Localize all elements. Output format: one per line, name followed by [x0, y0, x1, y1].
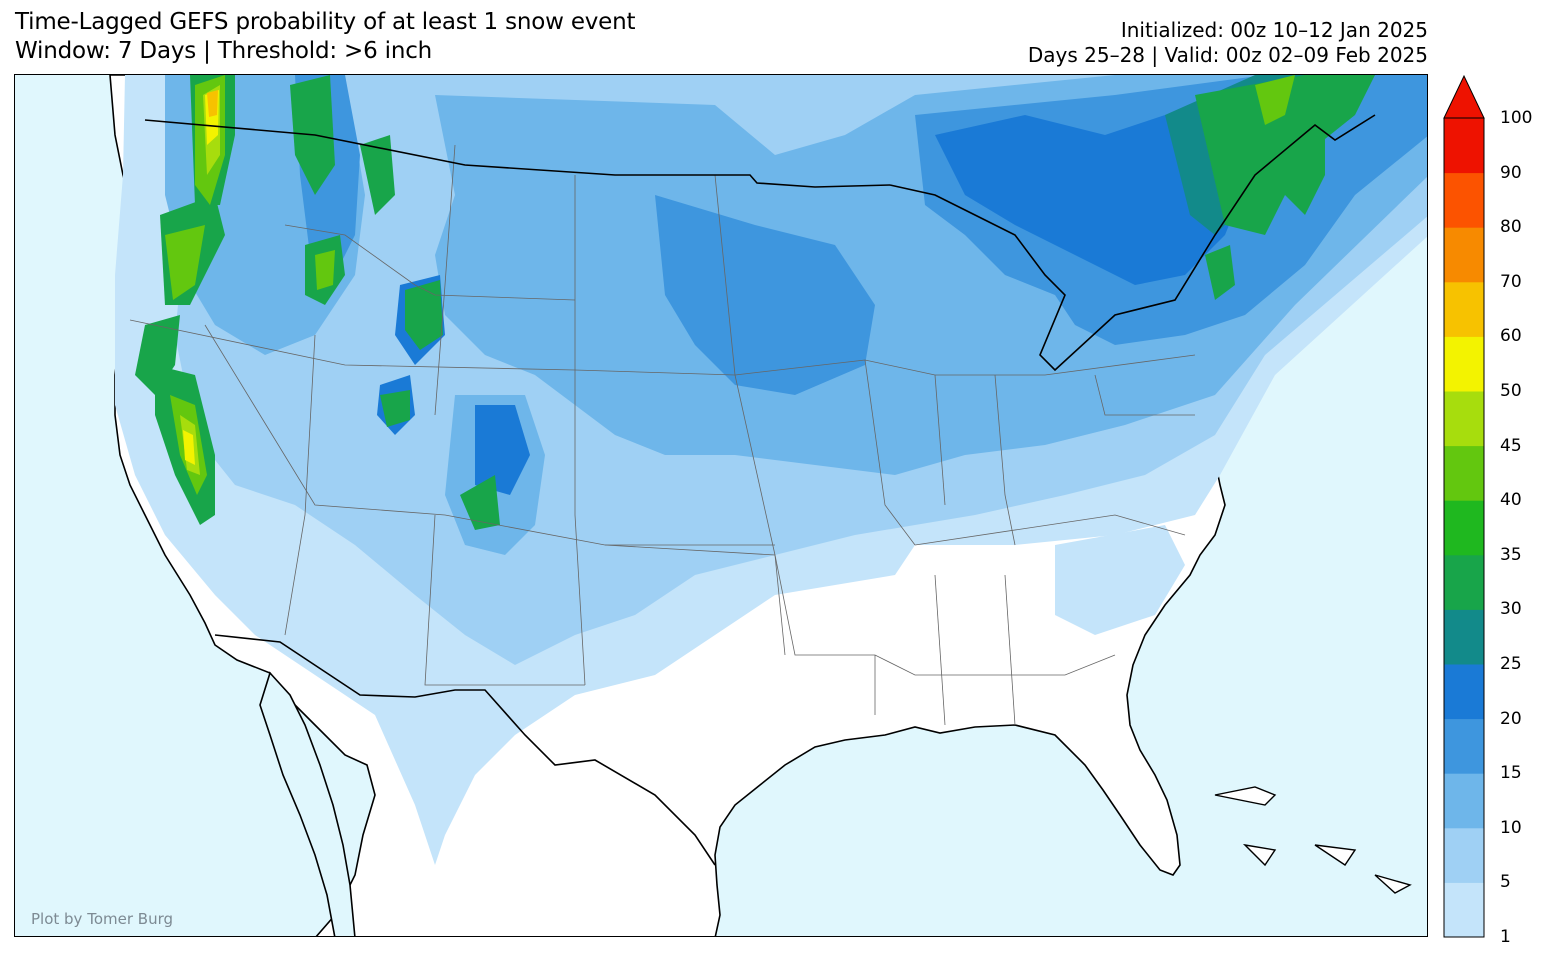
colorbar-label-30: 30 — [1500, 599, 1522, 620]
colorbar-label-90: 90 — [1500, 162, 1522, 183]
colorbar-label-15: 15 — [1500, 763, 1522, 784]
colorbar-segment — [1444, 718, 1484, 774]
colorbar-label-45: 45 — [1500, 435, 1522, 456]
colorbar-segment — [1444, 664, 1484, 720]
colorbar-segment — [1444, 336, 1484, 392]
state-boundaries — [129, 144, 1196, 726]
colorbar-segment — [1444, 445, 1484, 501]
colorbar-label-60: 60 — [1500, 326, 1522, 347]
colorbar-segment — [1444, 882, 1484, 938]
colorbar-segment — [1444, 172, 1484, 228]
islands — [1214, 786, 1412, 894]
map-subtitle: Window: 7 Days | Threshold: >6 inch — [15, 38, 433, 64]
colorbar-segment — [1444, 227, 1484, 283]
map-panel[interactable]: Plot by Tomer Burg — [14, 74, 1428, 937]
colorbar-label-50: 50 — [1500, 381, 1522, 401]
colorbar-segment — [1444, 391, 1484, 447]
title-block: Time-Lagged GEFS probability of at least… — [15, 8, 636, 66]
initialized-text: Initialized: 00z 10–12 Jan 2025 — [1120, 18, 1428, 42]
gulf-of-california — [259, 671, 356, 936]
colorbar-label-35: 35 — [1500, 544, 1522, 565]
colorbar-segment — [1444, 773, 1484, 829]
colorbar-segments — [1444, 118, 1484, 938]
colorbar-label-80: 80 — [1500, 217, 1522, 238]
colorbar-label-100: 100 — [1500, 108, 1533, 128]
colorbar — [1443, 74, 1485, 938]
map-canvas — [15, 75, 1427, 936]
colorbar-segment — [1444, 554, 1484, 610]
colorbar-label-25: 25 — [1500, 654, 1522, 674]
colorbar-segment — [1444, 281, 1484, 337]
colorbar-label-40: 40 — [1500, 490, 1522, 511]
colorbar-label-70: 70 — [1500, 271, 1522, 292]
run-info: Initialized: 00z 10–12 Jan 2025 Days 25–… — [1028, 18, 1428, 68]
probability-field — [115, 75, 1427, 865]
valid-text: Days 25–28 | Valid: 00z 02–09 Feb 2025 — [1027, 43, 1428, 67]
colorbar-label-1: 1 — [1500, 927, 1511, 947]
colorbar-segment — [1444, 827, 1484, 883]
credit-text: Plot by Tomer Burg — [31, 910, 173, 928]
colorbar-extend-arrow — [1443, 74, 1485, 119]
colorbar-label-10: 10 — [1500, 817, 1522, 838]
country-borders — [144, 114, 1376, 866]
colorbar-segment — [1444, 500, 1484, 556]
map-title: Time-Lagged GEFS probability of at least… — [15, 9, 636, 35]
colorbar-segment — [1444, 609, 1484, 665]
colorbar-label-20: 20 — [1500, 708, 1522, 729]
colorbar-segment — [1444, 118, 1484, 174]
colorbar-label-5: 5 — [1500, 872, 1511, 893]
colorbar-outline — [1443, 117, 1485, 938]
